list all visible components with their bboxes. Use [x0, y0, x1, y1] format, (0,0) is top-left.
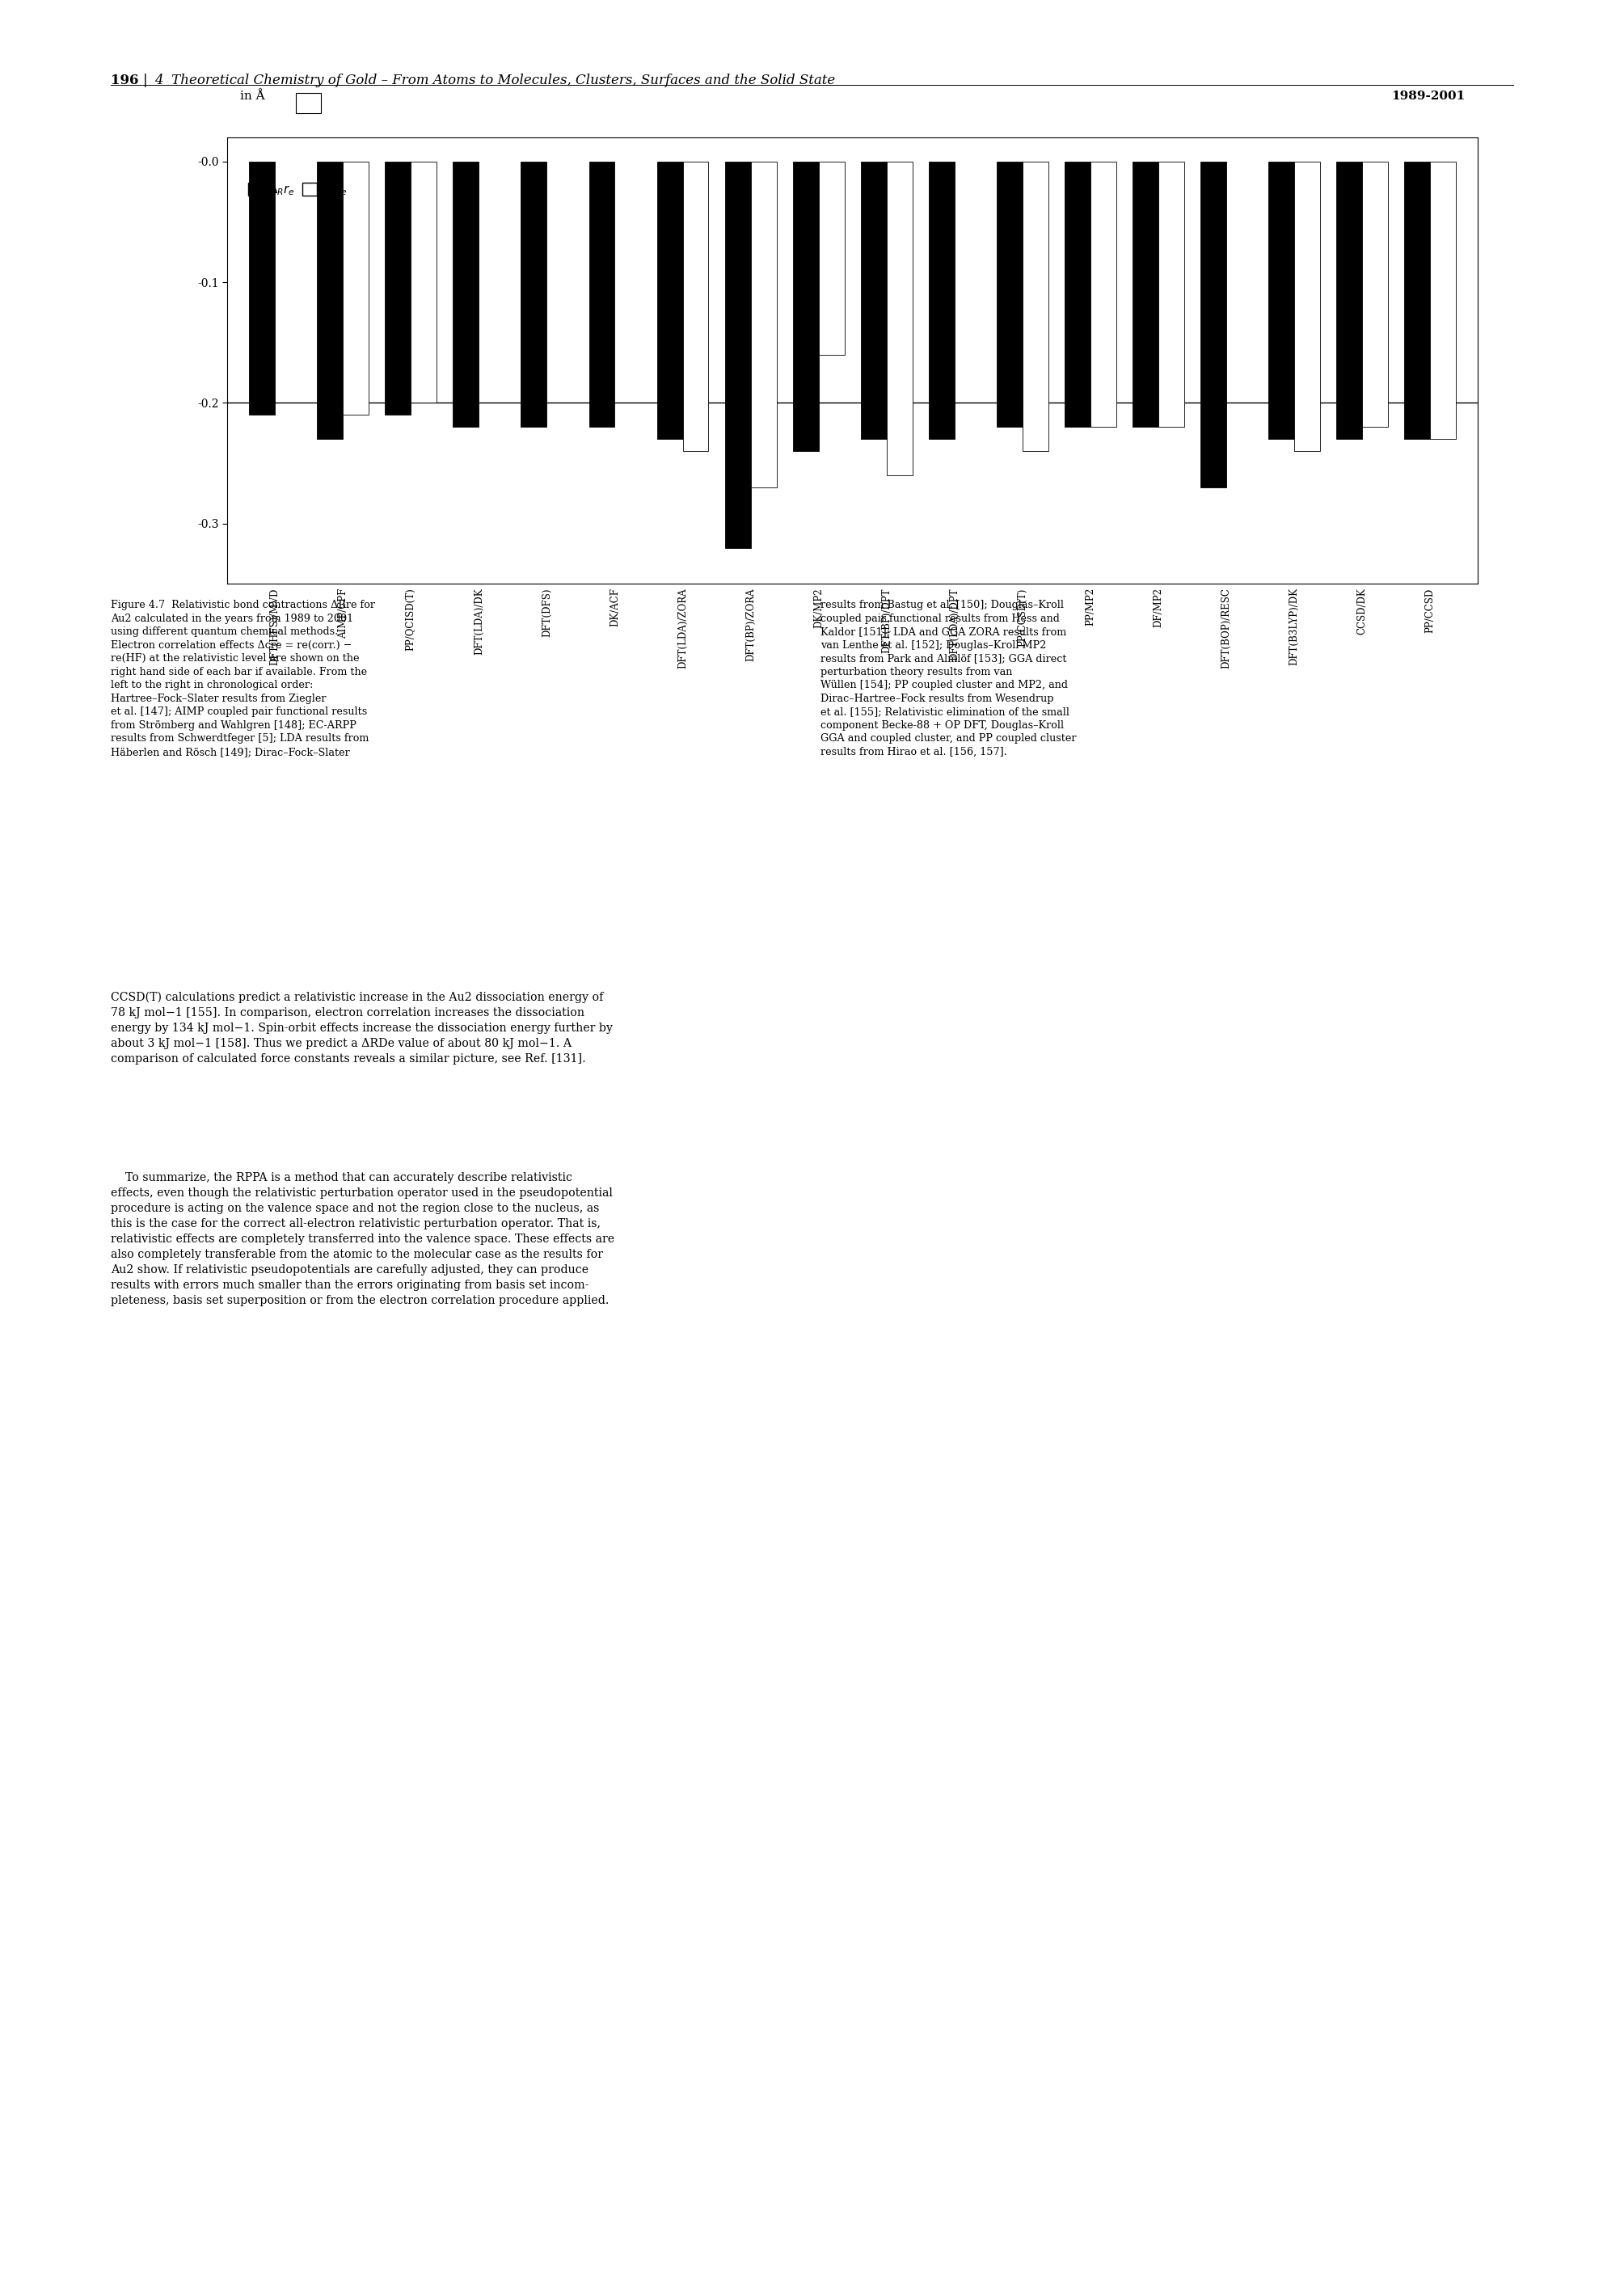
- Bar: [793, 163, 818, 451]
- Bar: [1023, 163, 1049, 451]
- Bar: [1337, 163, 1363, 440]
- Bar: [1294, 163, 1320, 451]
- Bar: [929, 163, 955, 440]
- Bar: [724, 163, 750, 547]
- Bar: [1200, 163, 1226, 488]
- Text: 4  Theoretical Chemistry of Gold – From Atoms to Molecules, Clusters, Surfaces a: 4 Theoretical Chemistry of Gold – From A…: [154, 73, 835, 87]
- Bar: [453, 163, 479, 426]
- Bar: [248, 163, 274, 414]
- Bar: [343, 163, 369, 414]
- Bar: [1065, 163, 1090, 426]
- Bar: [656, 163, 682, 440]
- Text: results from Bastug et al. [150]; Douglas–Kroll
coupled pair functional results : results from Bastug et al. [150]; Dougla…: [820, 600, 1077, 758]
- Bar: [750, 163, 776, 488]
- Bar: [1158, 163, 1184, 426]
- Bar: [1431, 163, 1457, 440]
- Legend: $\Delta_R r_e$, $\Delta_c r_e$: $\Delta_R r_e$, $\Delta_c r_e$: [247, 179, 349, 199]
- Text: 196: 196: [110, 73, 138, 87]
- Bar: [1132, 163, 1158, 426]
- Bar: [818, 163, 844, 355]
- Bar: [1405, 163, 1431, 440]
- Bar: [296, 92, 322, 112]
- Bar: [997, 163, 1023, 426]
- Bar: [887, 163, 913, 476]
- Bar: [861, 163, 887, 440]
- Bar: [385, 163, 411, 414]
- Text: 1989-2001: 1989-2001: [1392, 89, 1465, 101]
- Text: Figure 4.7  Relativistic bond contractions ΔRre for
Au2 calculated in the years : Figure 4.7 Relativistic bond contraction…: [110, 600, 375, 758]
- Text: To summarize, the RPPA is a method that can accurately describe relativistic
eff: To summarize, the RPPA is a method that …: [110, 1172, 614, 1305]
- Text: |: |: [143, 73, 148, 87]
- Bar: [317, 163, 343, 440]
- Bar: [1090, 163, 1116, 426]
- Bar: [682, 163, 708, 451]
- Text: CCSD(T) calculations predict a relativistic increase in the Au2 dissociation ene: CCSD(T) calculations predict a relativis…: [110, 992, 612, 1065]
- Bar: [1363, 163, 1389, 426]
- Bar: [521, 163, 547, 426]
- Bar: [1268, 163, 1294, 440]
- Text: in Å: in Å: [240, 89, 265, 101]
- Bar: [590, 163, 615, 426]
- Bar: [411, 163, 437, 403]
